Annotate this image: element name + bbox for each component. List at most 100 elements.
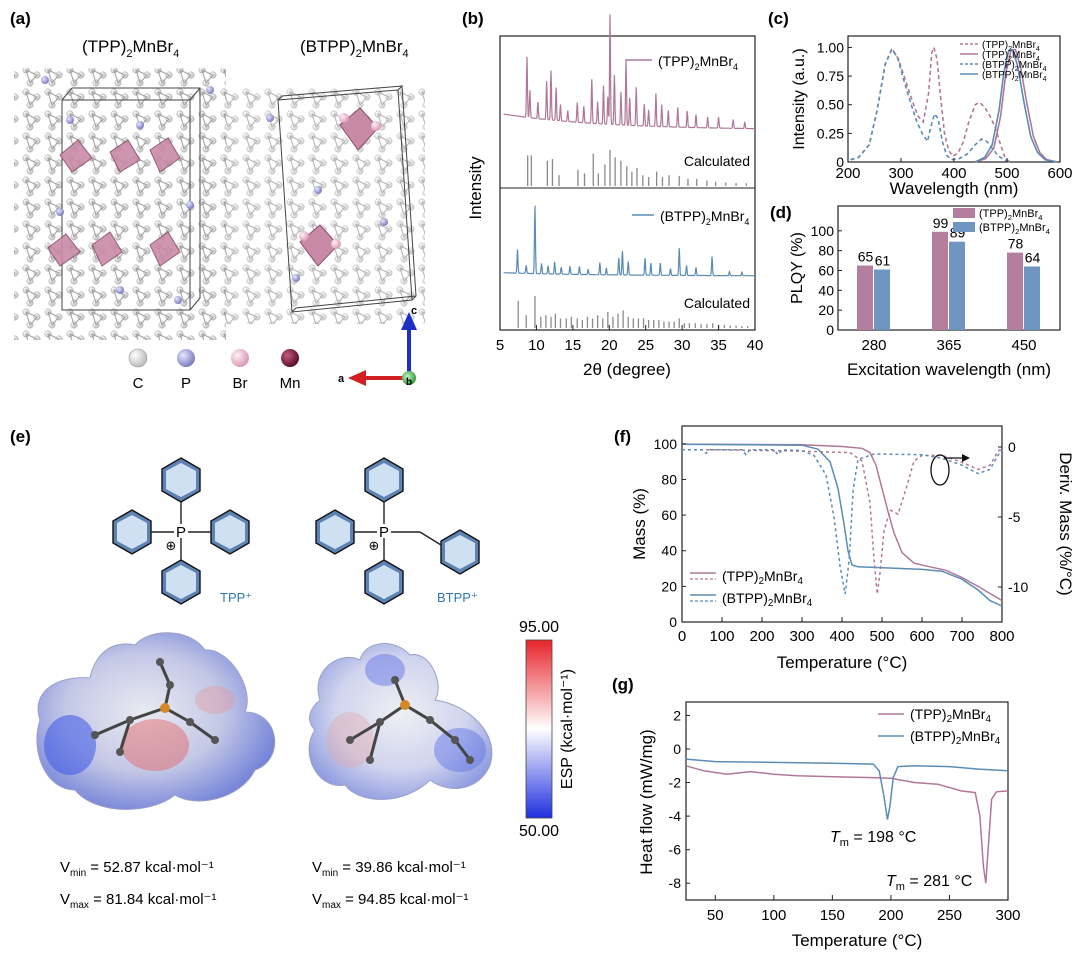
- plqy-bar-1-1: [949, 241, 965, 330]
- plqy-legend-label-0-part: 4: [1038, 213, 1043, 222]
- carbon-atom-icon: [128, 348, 148, 368]
- pl-legend: (TPP)2MnBr4(TPP)2MnBr4(BTPP)2MnBr4(BTPP)…: [960, 40, 1047, 83]
- plqy-bar-1-0: [932, 231, 948, 330]
- tpp-charge-icon: ⊕: [166, 538, 177, 553]
- panel-a: (a) (TPP)2MnBr4 (BTPP)2MnBr4: [10, 9, 425, 392]
- pl-legend-label-1-part: 2: [1008, 56, 1012, 63]
- tga-legend-label-1-part: 2: [768, 598, 773, 609]
- plqy-bar-label-1-0: 99: [933, 215, 949, 231]
- esp-surface-btpp: [308, 643, 493, 800]
- tga-x-tick-label: 300: [789, 628, 814, 645]
- dsc-axis-ticks: 50 100 150 200 250 300 -8 -6 -4 -2 0 2: [669, 707, 1021, 924]
- pl-legend-label-0-part: MnBr: [1012, 40, 1037, 51]
- btpp-vmin: Vmin = 39.86 kcal·mol⁻¹: [312, 859, 466, 879]
- xrd-legend-btpp: (BTPP)2MnBr4: [660, 208, 749, 227]
- tga-y-tick-label: 20: [661, 578, 677, 594]
- pl-legend-label-1-part: 4: [1036, 56, 1040, 63]
- tpp-vmin: Vmin = 52.87 kcal·mol⁻¹: [60, 859, 214, 879]
- tpp-cation-name: TPP⁺: [220, 590, 252, 605]
- panel-b-label: (b): [462, 9, 484, 28]
- dsc-series-0: [685, 765, 1009, 884]
- panel-g-label: (g): [612, 675, 634, 694]
- xrd-y-label: Intensity: [466, 156, 485, 220]
- plqy-bar-0-0: [857, 265, 873, 330]
- pl-legend-label-2-part: (BTPP): [982, 60, 1015, 71]
- legend-label-br: Br: [233, 375, 248, 392]
- btpp-vmax: Vmax = 94.85 kcal·mol⁻¹: [312, 891, 468, 911]
- plqy-legend-swatch-0: [953, 208, 975, 218]
- pl-legend-label-1-part: MnBr: [1012, 50, 1037, 61]
- plqy-legend-label-1: (BTPP)2MnBr4: [979, 222, 1051, 236]
- tga-y2-label: Deriv. Mass (%/°C): [1056, 452, 1075, 595]
- esp-colorbar-max: 95.00: [519, 619, 559, 636]
- tpp-phosphorus-label: P: [176, 524, 186, 541]
- plqy-x-tick-label: 365: [936, 337, 961, 354]
- atom-legend: C P Br Mn: [128, 348, 301, 392]
- tga-y2-tick-label: -5: [1008, 509, 1021, 525]
- dsc-y-tick-label: -8: [669, 875, 682, 891]
- legend-label-c: C: [133, 375, 144, 392]
- xrd-x-tick-label: 20: [601, 337, 618, 354]
- tga-legend-label-0-part: MnBr: [764, 568, 798, 584]
- tpp-cation-structure: [112, 457, 250, 605]
- plqy-legend-label-0-part: (TPP): [979, 208, 1008, 220]
- tga-x-tick-label: 800: [989, 628, 1014, 645]
- dsc-plot-area: [685, 758, 1009, 884]
- esp-colorbar-label: ESP (kcal·mol⁻¹): [559, 669, 576, 789]
- pl-legend-label-3-part: 4: [1043, 76, 1047, 83]
- dsc-x-tick-label: 200: [878, 907, 903, 924]
- panel-f: (f) 0 100 200 300 400 500 600 700 80002040608010…: [614, 425, 1075, 672]
- plqy-bar-label-0-0: 65: [858, 249, 874, 265]
- pl-legend-label-0-part: 4: [1036, 46, 1040, 53]
- axis-b-marker: [402, 371, 416, 385]
- xrd-x-label: 2θ (degree): [583, 360, 671, 379]
- pl-legend-label-0-part: (TPP): [982, 40, 1008, 51]
- pl-legend-label-0-part: 2: [1008, 46, 1012, 53]
- pl-axis-ticks: 200 300 400 500 600 0 0.25 0.50 0.75 1.00: [817, 39, 1073, 182]
- plqy-legend-label-1-part: (BTPP): [979, 222, 1015, 234]
- dsc-legend-label-1-part: MnBr: [961, 728, 995, 744]
- plqy-legend-label-0: (TPP)2MnBr4: [979, 208, 1043, 222]
- plqy-y-tick-label: 100: [811, 223, 835, 239]
- dsc-x-tick-label: 100: [761, 907, 786, 924]
- tga-x-label: Temperature (°C): [777, 653, 908, 672]
- dsc-y-tick-label: -4: [669, 808, 682, 824]
- panel-c: (c) 200 300 400 500 600 0 0.25 0.50 0.75 1.00 Int…: [768, 9, 1073, 198]
- xrd-trace-0: [503, 14, 755, 130]
- panel-e: (e) P ⊕ TPP⁺: [10, 427, 576, 911]
- pl-y-tick-label: 1.00: [817, 39, 844, 55]
- pl-x-tick-label: 400: [941, 165, 966, 182]
- tga-y-tick-label: 40: [661, 543, 677, 559]
- pl-legend-label-2: (BTPP)2MnBr4: [982, 60, 1047, 73]
- pl-legend-label-1: (TPP)2MnBr4: [982, 50, 1040, 63]
- pl-legend-label-1-part: (TPP): [982, 50, 1008, 61]
- tpp-vmax: Vmax = 81.84 kcal·mol⁻¹: [60, 891, 216, 911]
- tga-y-tick-label: 60: [661, 507, 677, 523]
- tga-legend-label-1: (BTPP)2MnBr4: [722, 590, 813, 609]
- legend-label-mn: Mn: [280, 375, 301, 392]
- pl-series-3: [974, 48, 1058, 163]
- tga-x-tick-label: 100: [709, 628, 734, 645]
- plqy-legend-label-1-part: 4: [1046, 227, 1051, 236]
- xrd-x-tick-label: 30: [674, 337, 691, 354]
- pl-legend-label-2-part: 2: [1015, 66, 1019, 73]
- panel-a-label: (a): [10, 9, 31, 28]
- btpp-cation-name: BTPP⁺: [437, 590, 478, 605]
- btpp-phosphorus-label: P: [379, 524, 389, 541]
- axis-c-label: c: [411, 305, 417, 317]
- tga-y2-tick-label: 0: [1008, 439, 1016, 455]
- xrd-x-tick-label: 10: [528, 337, 545, 354]
- tga-y-tick-label: 0: [669, 614, 677, 630]
- panel-d-label: (d): [770, 203, 792, 222]
- plqy-y-tick-label: 60: [818, 262, 834, 278]
- plqy-legend-label-0-part: MnBr: [1012, 208, 1039, 220]
- xrd-calculated-label-1: Calculated: [684, 153, 750, 169]
- tga-plot-area: [681, 443, 1003, 607]
- pl-y-tick-label: 0.50: [817, 97, 844, 113]
- dsc-legend-label-0: (TPP)2MnBr4: [910, 706, 991, 725]
- dsc-y-tick-label: 2: [673, 707, 681, 723]
- plqy-y-tick-label: 20: [818, 302, 834, 318]
- btpp-cation-structure: [315, 457, 480, 605]
- xrd-x-tick-label: 15: [565, 337, 582, 354]
